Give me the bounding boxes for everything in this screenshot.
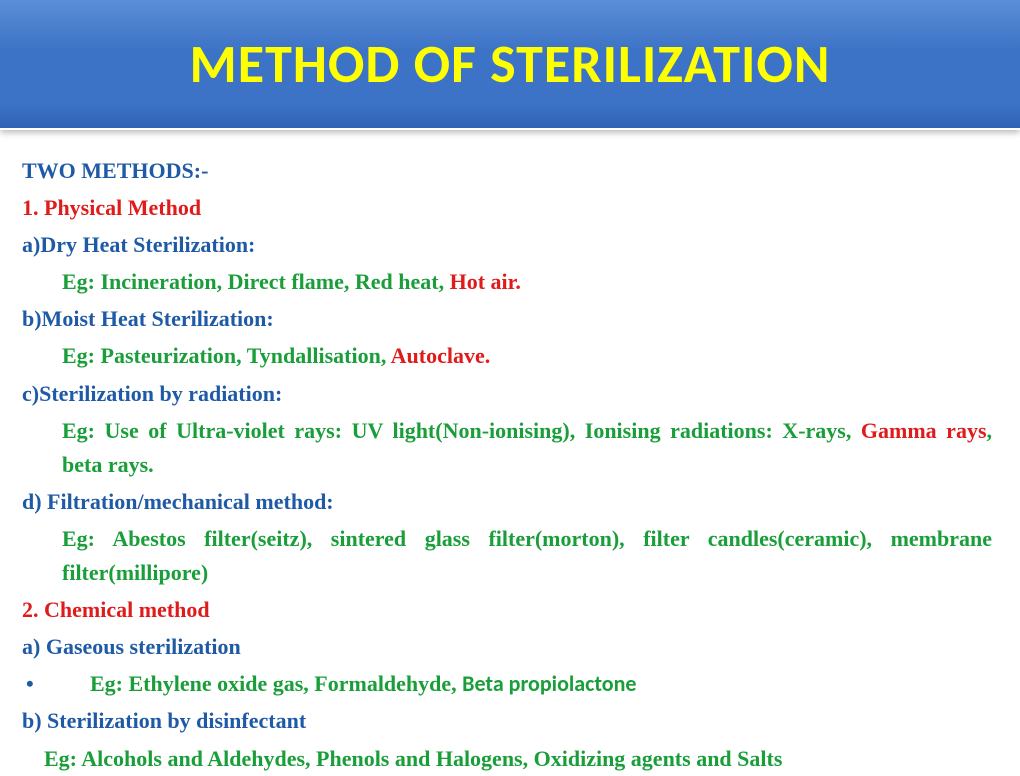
m1-c-eg-pre: Eg: Use of Ultra-violet rays: UV light(N…	[62, 418, 861, 443]
m1-a-eg-accent: Hot air.	[450, 269, 521, 294]
m1-b-example: Eg: Pasteurization, Tyndallisation, Auto…	[22, 339, 992, 373]
m1-c-eg-accent: Gamma rays	[861, 418, 987, 443]
m2-a-head: a) Gaseous sterilization	[22, 630, 992, 664]
slide-body: TWO METHODS:- 1. Physical Method a)Dry H…	[0, 130, 1020, 776]
m2-a-example: Eg: Ethylene oxide gas, Formaldehyde, Be…	[62, 667, 992, 701]
m1-a-example: Eg: Incineration, Direct flame, Red heat…	[22, 265, 992, 299]
m1-b-eg-accent: Autoclave.	[391, 343, 491, 368]
m1-a-eg-text: Eg: Incineration, Direct flame, Red heat…	[62, 269, 450, 294]
m2-b-head: b) Sterilization by disinfectant	[22, 704, 992, 738]
m2-a-eg-tail: Beta propiolactone	[462, 670, 636, 697]
m1-d-example: Eg: Abestos filter(seitz), sintered glas…	[22, 522, 992, 590]
title-bar: METHOD OF STERILIZATION	[0, 0, 1020, 130]
m1-c-example: Eg: Use of Ultra-violet rays: UV light(N…	[22, 414, 992, 482]
m1-b-head: b)Moist Heat Sterilization:	[22, 302, 992, 336]
m1-d-head: d) Filtration/mechanical method:	[22, 485, 992, 519]
slide-title: METHOD OF STERILIZATION	[190, 31, 831, 97]
bullet-icon: •	[22, 667, 62, 701]
m1-a-head: a)Dry Heat Sterilization:	[22, 228, 992, 262]
slide: METHOD OF STERILIZATION TWO METHODS:- 1.…	[0, 0, 1020, 765]
method-2-label: 2. Chemical method	[22, 593, 992, 627]
method-1-label: 1. Physical Method	[22, 191, 992, 225]
m2-b-example: Eg: Alcohols and Aldehydes, Phenols and …	[22, 742, 992, 776]
m1-b-eg-text: Eg: Pasteurization, Tyndallisation,	[62, 343, 391, 368]
m2-a-example-row: • Eg: Ethylene oxide gas, Formaldehyde, …	[22, 667, 992, 701]
heading-two-methods: TWO METHODS:-	[22, 154, 992, 188]
m2-a-eg-prefix: Eg: Ethylene oxide gas, Formaldehyde,	[90, 671, 462, 696]
m1-c-head: c)Sterilization by radiation:	[22, 377, 992, 411]
